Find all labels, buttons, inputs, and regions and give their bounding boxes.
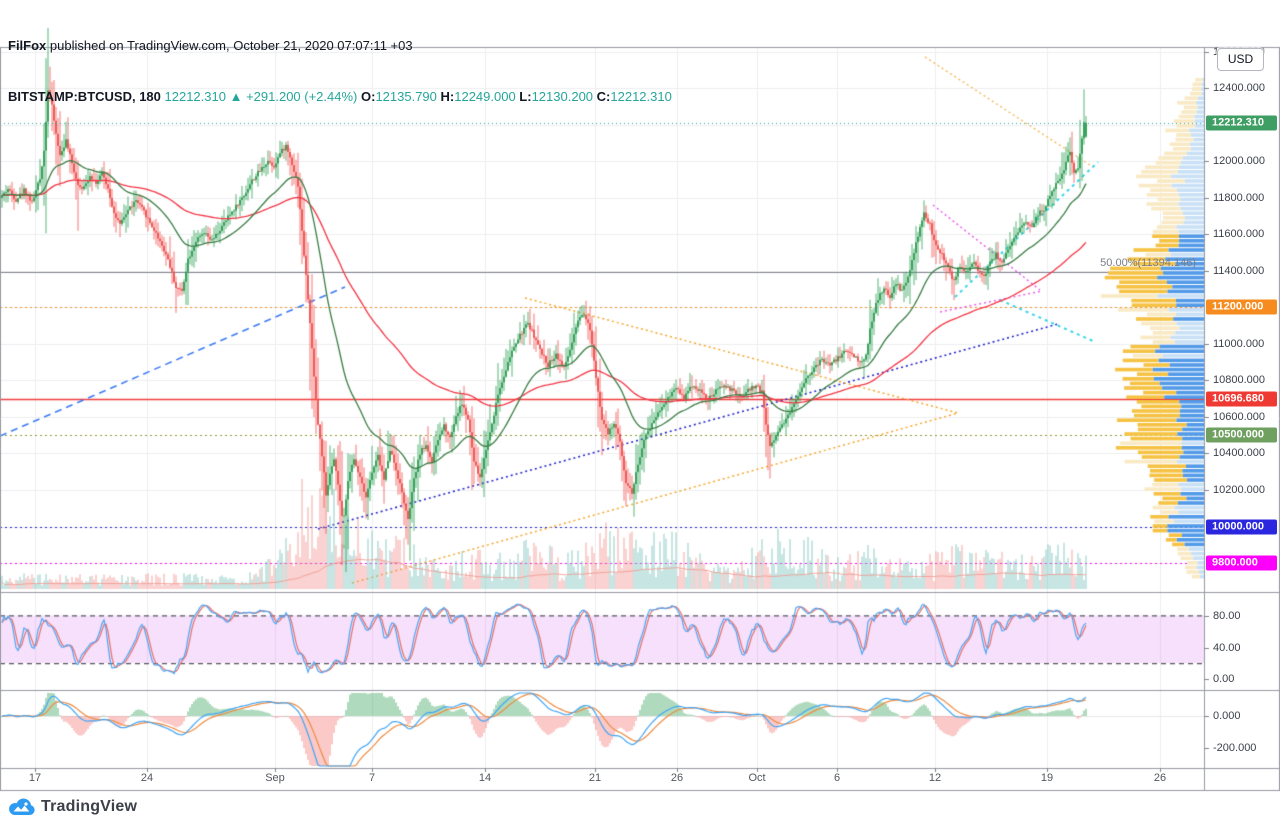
date-tick-label: 6 — [833, 772, 841, 784]
low-label: L: — [515, 89, 532, 104]
date-tick-label: 19 — [1040, 772, 1054, 784]
open-label: O: — [357, 89, 376, 104]
date-tick-label: 12 — [928, 772, 942, 784]
price-level-badge: 11200.000 — [1206, 299, 1277, 315]
stoch-tick-label: 40.00 — [1213, 642, 1241, 654]
author-name: FilFox — [8, 38, 47, 53]
price-tick-label: 10800.000 — [1213, 374, 1265, 386]
price-level-badge: 10696.680 — [1206, 391, 1277, 407]
price-level-badge: 10000.000 — [1206, 519, 1277, 535]
price-change: +291.200 (+2.44%) — [242, 89, 358, 104]
price-level-badge: 10500.000 — [1206, 427, 1277, 443]
tradingview-logo[interactable]: TradingView — [8, 797, 137, 816]
price-tick-label: 11400.000 — [1213, 265, 1265, 277]
stoch-tick-label: 0.00 — [1213, 673, 1235, 685]
last-price: 12212.310 — [160, 89, 230, 104]
fib-level-label: 50.00%(11394.146) — [1100, 257, 1196, 269]
price-level-badge: 9800.000 — [1206, 555, 1277, 571]
macd-tick-label: -200.000 — [1213, 742, 1257, 754]
date-tick-label: 26 — [1153, 772, 1167, 784]
close-label: C: — [593, 89, 611, 104]
date-tick-label: 7 — [368, 772, 376, 784]
date-tick-label: 14 — [478, 772, 492, 784]
price-tick-label: 12000.000 — [1213, 155, 1265, 167]
close-value: 12212.310 — [610, 89, 672, 104]
open-value: 12135.790 — [375, 89, 437, 104]
price-tick-label: 10200.000 — [1213, 484, 1265, 496]
date-tick-label: 24 — [140, 772, 154, 784]
price-level-badge: 12212.310 — [1206, 115, 1277, 131]
tradingview-logo-text: TradingView — [41, 797, 138, 815]
currency-toggle-button[interactable]: USD — [1217, 48, 1264, 71]
high-label: H: — [436, 89, 455, 104]
price-tick-label: 11800.000 — [1213, 192, 1265, 204]
price-tick-label: 11600.000 — [1213, 228, 1265, 240]
publish-info: FilFox published on TradingView.com, Oct… — [8, 37, 672, 54]
change-arrow-icon: ▲ — [229, 89, 243, 104]
low-value: 12130.200 — [531, 89, 594, 104]
date-tick-label: 26 — [670, 772, 684, 784]
tradingview-cloud-icon — [9, 798, 35, 816]
symbol-name: BITSTAMP:BTCUSD, 180 — [8, 89, 161, 104]
publish-text: published on TradingView.com, October 21… — [46, 38, 413, 53]
macd-tick-label: 0.000 — [1213, 710, 1241, 722]
price-tick-label: 11000.000 — [1213, 338, 1265, 350]
date-tick-label: 21 — [588, 772, 602, 784]
price-tick-label: 10400.000 — [1213, 447, 1265, 459]
price-tick-label: 10600.000 — [1213, 411, 1265, 423]
high-value: 12249.000 — [454, 89, 516, 104]
chart-header: FilFox published on TradingView.com, Oct… — [8, 3, 672, 139]
date-tick-label: Oct — [748, 772, 766, 784]
date-tick-label: 17 — [28, 772, 42, 784]
stoch-tick-label: 80.00 — [1213, 610, 1241, 622]
price-tick-label: 12400.000 — [1213, 82, 1265, 94]
date-tick-label: Sep — [265, 772, 285, 784]
symbol-legend[interactable]: BITSTAMP:BTCUSD, 180 12212.310 ▲ +291.20… — [8, 88, 672, 105]
